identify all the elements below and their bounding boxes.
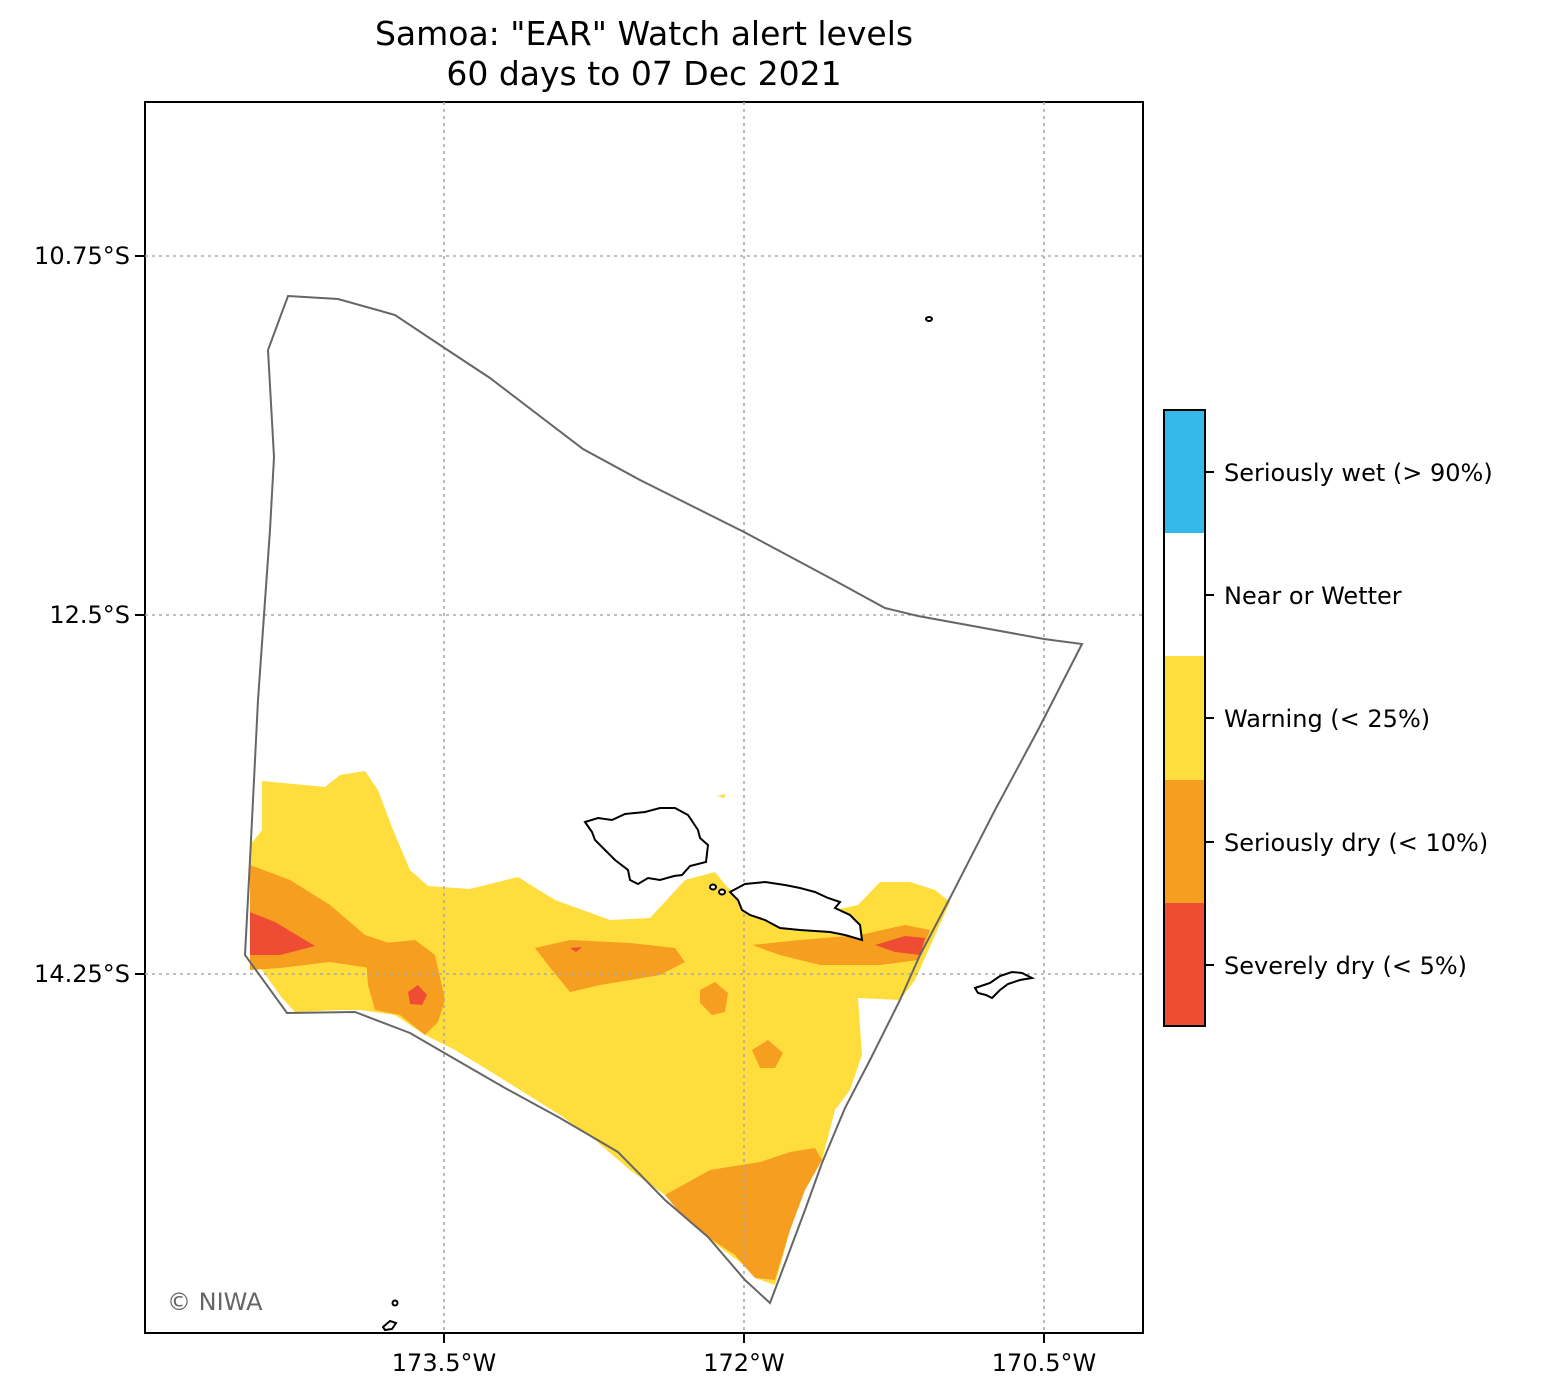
x-tick-label: 170.5°W <box>992 1349 1096 1377</box>
axis-ticks <box>135 255 1045 1343</box>
x-tick-label: 172°W <box>703 1349 785 1377</box>
warning-region <box>250 771 950 1285</box>
coastlines <box>381 316 1036 1332</box>
small-island-south <box>381 1319 398 1332</box>
apolima-island <box>718 888 726 896</box>
legend-label: Near or Wetter <box>1224 582 1402 610</box>
niwa-credit: © NIWA <box>167 1288 263 1316</box>
small-island-south <box>391 1299 399 1307</box>
manono-island <box>709 883 717 891</box>
legend-label: Seriously dry (< 10%) <box>1224 829 1488 857</box>
colorbar-legend: Seriously wet (> 90%) Near or Wetter War… <box>1163 409 1493 1027</box>
legend-swatch-severely-dry <box>1164 903 1205 1026</box>
map-title: Samoa: "EAR" Watch alert levels <box>374 14 914 53</box>
tutuila-island <box>973 970 1036 1000</box>
y-tick-label: 10.75°S <box>34 242 130 270</box>
x-tick-label: 173.5°W <box>392 1349 496 1377</box>
legend-label: Seriously wet (> 90%) <box>1224 459 1493 487</box>
legend-label: Warning (< 25%) <box>1224 705 1430 733</box>
eez-boundary <box>243 294 1084 1305</box>
legend-label: Severely dry (< 5%) <box>1224 952 1467 980</box>
graticule <box>145 102 1143 1333</box>
severely-dry-region <box>875 936 925 955</box>
warning-region <box>717 794 726 798</box>
plot-frame <box>144 101 1144 1334</box>
y-tick-label: 12.5°S <box>49 601 130 629</box>
seriously-dry-region <box>700 982 728 1015</box>
seriously-dry-region <box>752 1040 783 1068</box>
legend-swatch-near-or-wetter <box>1164 533 1205 656</box>
severely-dry-region <box>408 985 427 1005</box>
swains-island <box>925 316 933 322</box>
upolu-island <box>728 880 864 942</box>
seriously-dry-region <box>365 940 445 1035</box>
legend-swatch-warning <box>1164 656 1205 780</box>
legend-swatch-seriously-wet <box>1164 410 1205 533</box>
seriously-dry-region <box>665 1148 822 1280</box>
savaii-island <box>583 807 710 886</box>
seriously-dry-region <box>752 925 930 965</box>
alert-fields <box>250 771 950 1285</box>
seriously-dry-region <box>535 940 685 992</box>
y-tick-label: 14.25°S <box>34 960 130 988</box>
severely-dry-region <box>570 947 582 952</box>
legend-swatch-seriously-dry <box>1164 780 1205 903</box>
map-subtitle: 60 days to 07 Dec 2021 <box>446 54 842 93</box>
severely-dry-region <box>250 912 315 955</box>
